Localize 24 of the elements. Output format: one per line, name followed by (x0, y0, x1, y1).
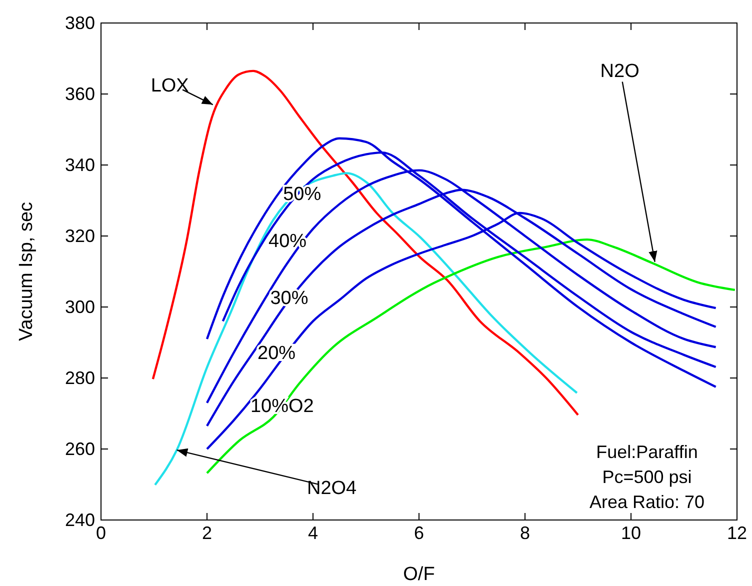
x-tick-label: 12 (726, 522, 748, 543)
y-tick-label: 240 (64, 510, 95, 530)
line-series (152, 70, 580, 416)
y-axis-title: Vacuum Isp, sec (16, 202, 37, 342)
x-tick-label: 4 (308, 522, 318, 543)
annotation: Pc=500 psi (602, 467, 692, 487)
x-tick-label: 6 (414, 522, 424, 543)
y-tick-label: 340 (64, 154, 95, 175)
annotation: N2O4 (306, 478, 358, 500)
annotation: Fuel:Paraffin (596, 442, 698, 462)
x-axis-title: O/F (403, 564, 435, 585)
y-tick-label: 300 (64, 296, 95, 317)
annotation: Area Ratio: 70 (589, 492, 705, 512)
x-tick-label: 0 (96, 522, 106, 543)
x-tick-label: 2 (202, 522, 212, 543)
y-tick-label: 380 (64, 12, 95, 33)
x-tick-label: 10 (620, 522, 642, 543)
annotation: LOX (150, 76, 190, 97)
y-tick-label: 280 (64, 368, 95, 388)
y-tick-label: 260 (64, 438, 95, 459)
y-tick-label: 360 (64, 84, 95, 104)
x-tick-label: 8 (520, 522, 530, 543)
y-tick-label: 320 (64, 226, 95, 246)
annotation: N2O (600, 60, 640, 82)
